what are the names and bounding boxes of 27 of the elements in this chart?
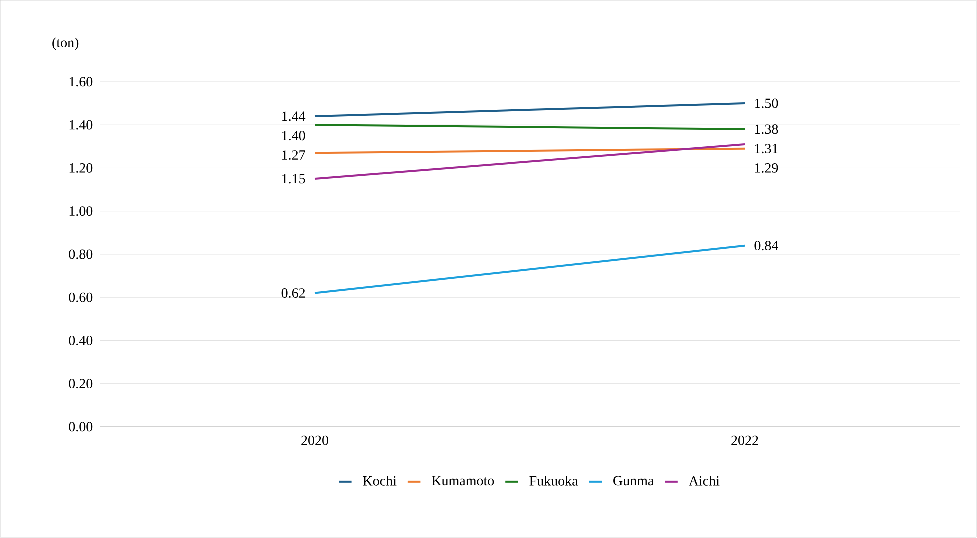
y-tick-label: 1.20 [70, 163, 93, 173]
legend-label: Kumamoto [432, 476, 494, 486]
data-label: 1.31 [755, 144, 778, 154]
y-tick-label: 1.60 [70, 77, 93, 87]
data-label: 1.44 [282, 112, 306, 122]
y-tick-label: 0.40 [69, 336, 93, 346]
data-label: 1.50 [755, 98, 778, 108]
data-label: 1.40 [282, 131, 306, 141]
y-tick-label: 0.80 [69, 250, 93, 260]
y-tick-label: 0.60 [69, 292, 93, 302]
legend-label: Aichi [689, 476, 720, 486]
data-label: 0.62 [282, 288, 306, 298]
data-label: 1.29 [755, 164, 778, 173]
legend-label: Fukuoka [530, 476, 578, 486]
legend-label: Kochi [363, 476, 397, 486]
data-label: 1.38 [755, 124, 778, 134]
x-tick-label: 2020 [302, 436, 328, 446]
y-tick-label: 0.20 [69, 379, 93, 389]
y-tick-label: 1.40 [70, 120, 93, 130]
legend-label: Gunma [614, 476, 654, 486]
y-tick-label: 1.00 [70, 206, 93, 216]
y-axis-title: (ton) [52, 38, 79, 50]
x-tick-label: 2022 [732, 436, 758, 446]
y-tick-label: 0.00 [69, 422, 93, 432]
data-label: 1.27 [282, 150, 306, 160]
data-label: 1.15 [282, 174, 306, 184]
data-label: 0.84 [754, 241, 778, 251]
